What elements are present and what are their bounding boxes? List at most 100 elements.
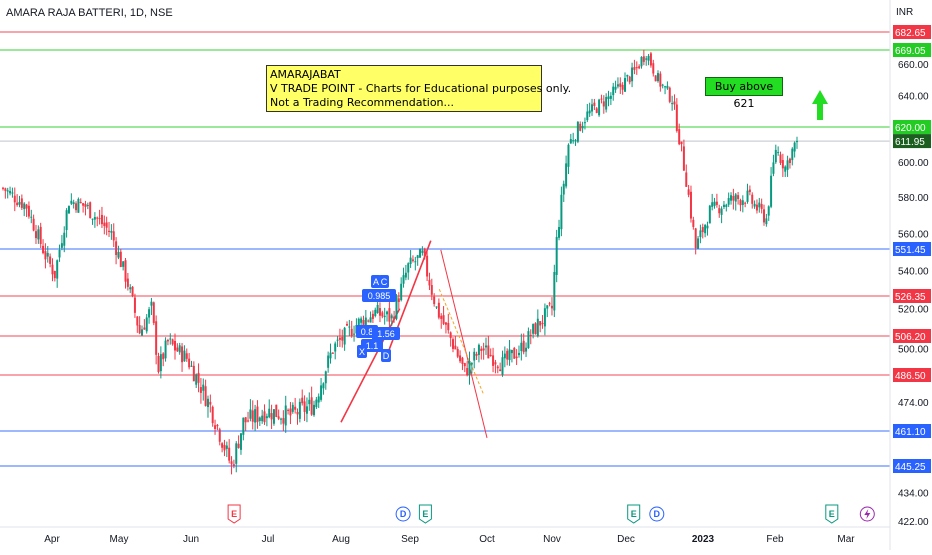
candle-body bbox=[397, 298, 400, 302]
candle-body bbox=[671, 103, 674, 105]
candle-body bbox=[534, 323, 537, 335]
candle-body bbox=[722, 204, 725, 207]
candle-body bbox=[517, 352, 520, 356]
earnings-marker bbox=[418, 504, 432, 524]
candle-body bbox=[277, 416, 280, 419]
candle-body bbox=[586, 111, 589, 121]
candle-body bbox=[112, 231, 115, 241]
candle-body bbox=[65, 210, 68, 231]
candle-body bbox=[150, 301, 153, 306]
currency-label: INR bbox=[896, 7, 914, 18]
candle-body bbox=[727, 197, 730, 205]
candle-body bbox=[98, 218, 101, 220]
candle-body bbox=[289, 408, 292, 416]
candle-body bbox=[654, 75, 657, 82]
pattern-label: 0.985 bbox=[368, 291, 391, 301]
candle-body bbox=[225, 445, 228, 449]
candle-body bbox=[202, 384, 205, 391]
candle-body bbox=[6, 190, 9, 192]
candle-body bbox=[730, 195, 733, 201]
price-tick-label: 434.00 bbox=[898, 489, 929, 500]
candle-body bbox=[301, 397, 304, 404]
candle-body bbox=[265, 416, 268, 419]
candle-body bbox=[58, 249, 61, 258]
candle-body bbox=[463, 363, 466, 367]
candle-body bbox=[499, 369, 502, 372]
candle-body bbox=[105, 222, 108, 228]
buy-arrow-layer bbox=[812, 90, 828, 120]
candle-body bbox=[489, 354, 492, 357]
candle-body bbox=[770, 175, 773, 207]
candle-body bbox=[115, 241, 118, 255]
candle-body bbox=[51, 264, 54, 275]
candle-body bbox=[452, 339, 455, 349]
candle-body bbox=[367, 320, 370, 322]
candle-body bbox=[442, 315, 445, 324]
candle-body bbox=[164, 340, 167, 359]
candle-body bbox=[579, 123, 582, 131]
candle-body bbox=[605, 97, 608, 110]
candle-body bbox=[470, 363, 473, 365]
price-tick-label: 540.00 bbox=[898, 266, 929, 277]
candle-body bbox=[34, 231, 37, 239]
price-tick-label: 580.00 bbox=[898, 193, 929, 204]
candle-body bbox=[558, 227, 561, 238]
candle-body bbox=[546, 305, 549, 309]
dividend-marker-letter: D bbox=[400, 509, 407, 519]
candle-body bbox=[423, 248, 426, 257]
time-axis: Apr May Jun Jul Aug Sep Oct Nov Dec 2023 Feb Mar bbox=[0, 526, 890, 545]
candle-body bbox=[565, 163, 568, 187]
candle-body bbox=[661, 84, 664, 86]
candle-body bbox=[638, 66, 641, 69]
candle-body bbox=[734, 194, 737, 202]
candle-body bbox=[230, 461, 233, 465]
candle-body bbox=[673, 101, 676, 105]
candle-body bbox=[30, 216, 33, 218]
level-tag-label: 620.00 bbox=[895, 123, 926, 134]
candle-body bbox=[287, 409, 290, 411]
candle-body bbox=[129, 287, 132, 290]
candle-body bbox=[67, 206, 70, 214]
candle-body bbox=[414, 261, 417, 263]
earnings-marker-letter: E bbox=[631, 509, 637, 519]
candle-body bbox=[510, 349, 513, 354]
pattern-label-box bbox=[362, 289, 396, 302]
candle-body bbox=[362, 319, 365, 327]
symbol-title: AMARA RAJA BATTERI, 1D, NSE bbox=[6, 7, 173, 19]
candle-body bbox=[138, 325, 141, 334]
candle-body bbox=[426, 255, 429, 277]
levels-layer bbox=[0, 31, 890, 467]
candle-body bbox=[108, 230, 111, 232]
candle-body bbox=[532, 324, 535, 334]
candle-body bbox=[117, 251, 120, 258]
candle-body bbox=[725, 204, 728, 208]
candle-body bbox=[383, 315, 386, 318]
candle-body bbox=[53, 270, 56, 279]
candle-body bbox=[75, 203, 78, 211]
time-tick-label: 2023 bbox=[692, 534, 715, 545]
candle-body bbox=[393, 316, 396, 320]
candle-body bbox=[341, 336, 344, 341]
level-tag-label: 506.20 bbox=[895, 332, 926, 343]
candle-body bbox=[746, 190, 749, 202]
candle-body bbox=[539, 321, 542, 326]
candle-body bbox=[169, 338, 172, 340]
candle-body bbox=[32, 218, 35, 231]
candle-body bbox=[386, 311, 389, 315]
candle-body bbox=[602, 101, 605, 107]
candle-body bbox=[480, 348, 483, 351]
candle-body bbox=[659, 73, 662, 87]
candle-body bbox=[364, 317, 367, 327]
time-tick-label: Jul bbox=[262, 534, 275, 545]
price-tick-label: 422.00 bbox=[898, 517, 929, 528]
candle-body bbox=[515, 356, 518, 359]
time-tick-label: Oct bbox=[479, 534, 495, 545]
candle-body bbox=[748, 189, 751, 193]
note-line-2: V TRADE POINT - Charts for Educational p… bbox=[270, 82, 572, 95]
candle-body bbox=[2, 187, 4, 189]
price-tick-label: 660.00 bbox=[898, 60, 929, 71]
candle-body bbox=[360, 318, 363, 323]
candle-body bbox=[758, 202, 761, 208]
